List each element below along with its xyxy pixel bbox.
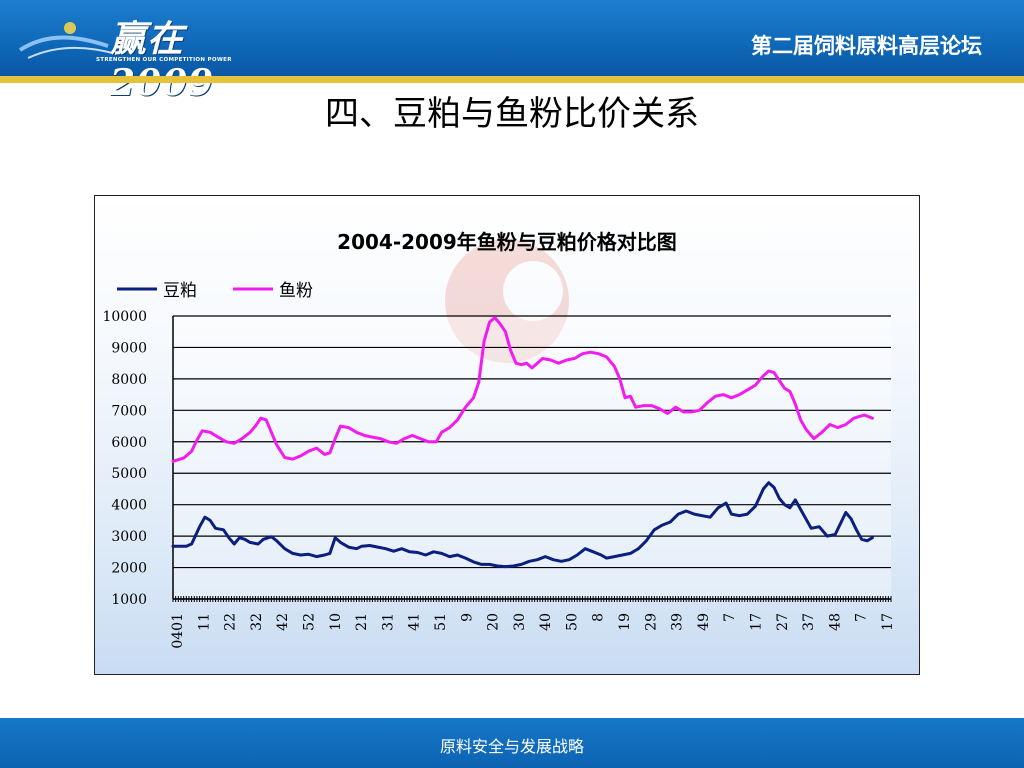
y-tick-label: 9000 [111,340,147,356]
x-tick-label: 52 [301,613,317,631]
footer-text: 原料安全与发展战略 [439,737,584,756]
y-tick-label: 7000 [111,403,147,419]
logo-text: 赢在2009 [110,18,215,104]
y-tick-label: 10000 [102,309,147,325]
x-tick-label: 17 [749,613,765,631]
x-tick-label: 50 [564,613,580,631]
y-tick-label: 1000 [111,592,147,608]
x-tick-label: 39 [670,613,686,631]
legend-label-fish-meal: 鱼粉 [279,281,313,301]
y-tick-label: 5000 [111,466,147,482]
x-tick-label: 0401 [170,613,186,649]
y-tick-label: 3000 [111,529,147,545]
x-tick-label: 21 [354,613,370,631]
plot-area: 1000 2000 3000 4000 5000 6000 7000 8000 9000 1000… [102,309,896,649]
plot-background [173,316,891,599]
x-tick-label: 7 [722,613,738,622]
x-tick-label: 49 [696,613,712,631]
logo-swoosh-icon [18,22,117,59]
y-tick-label: 8000 [111,372,147,388]
x-tick-label: 29 [643,613,659,631]
forum-title: 第二届饲料原料高层论坛 [751,34,982,58]
x-tick-label: 17 [880,613,896,631]
x-tick-label: 51 [433,613,449,631]
footer-bar [0,718,1024,768]
x-tick-label: 31 [380,613,396,631]
slide-title: 四、豆粕与鱼粉比价关系 [325,94,699,134]
x-tick-label: 8 [591,613,607,622]
x-tick-label: 48 [827,613,843,631]
y-tick-label: 4000 [111,498,147,514]
x-tick-label: 37 [801,613,817,631]
x-tick-label: 27 [775,613,791,631]
x-tick-label: 42 [275,613,291,631]
price-comparison-chart: 2004-2009年鱼粉与豆粕价格对比图 豆粕 鱼粉 1000 2000 3000 4… [102,230,896,649]
x-tick-label: 30 [512,613,528,631]
x-tick-label: 22 [223,613,239,631]
y-tick-label: 6000 [111,435,147,451]
x-tick-label: 32 [249,613,265,631]
legend-label-soybean-meal: 豆粕 [163,281,197,301]
header-bar: 赢在2009 STRENGTHEN OUR COMPETITION POWER … [0,0,1024,104]
chart-title: 2004-2009年鱼粉与豆粕价格对比图 [337,230,677,254]
x-tick-label: 9 [459,613,475,622]
x-tick-label: 19 [617,613,633,631]
series-line-soybean-meal [171,481,874,569]
x-tick-label: 11 [196,613,212,631]
series-line-fish-meal [171,316,874,463]
event-logo: 赢在2009 STRENGTHEN OUR COMPETITION POWER [18,2,278,104]
watermark [445,239,569,363]
x-tick-label: 40 [538,613,554,631]
y-tick-label: 2000 [111,561,147,577]
chart-panel: 2004-2009年鱼粉与豆粕价格对比图 豆粕 鱼粉 1000 2000 3000 4… [94,195,920,675]
logo-subtitle: STRENGTHEN OUR COMPETITION POWER [96,57,232,63]
chart-legend: 豆粕 鱼粉 [117,281,313,301]
x-tick-label: 41 [407,613,423,631]
x-tick-label: 20 [486,613,502,631]
x-tick-label: 7 [854,613,870,622]
x-tick-label: 10 [328,613,344,631]
header-accent-stripe [0,76,1024,83]
